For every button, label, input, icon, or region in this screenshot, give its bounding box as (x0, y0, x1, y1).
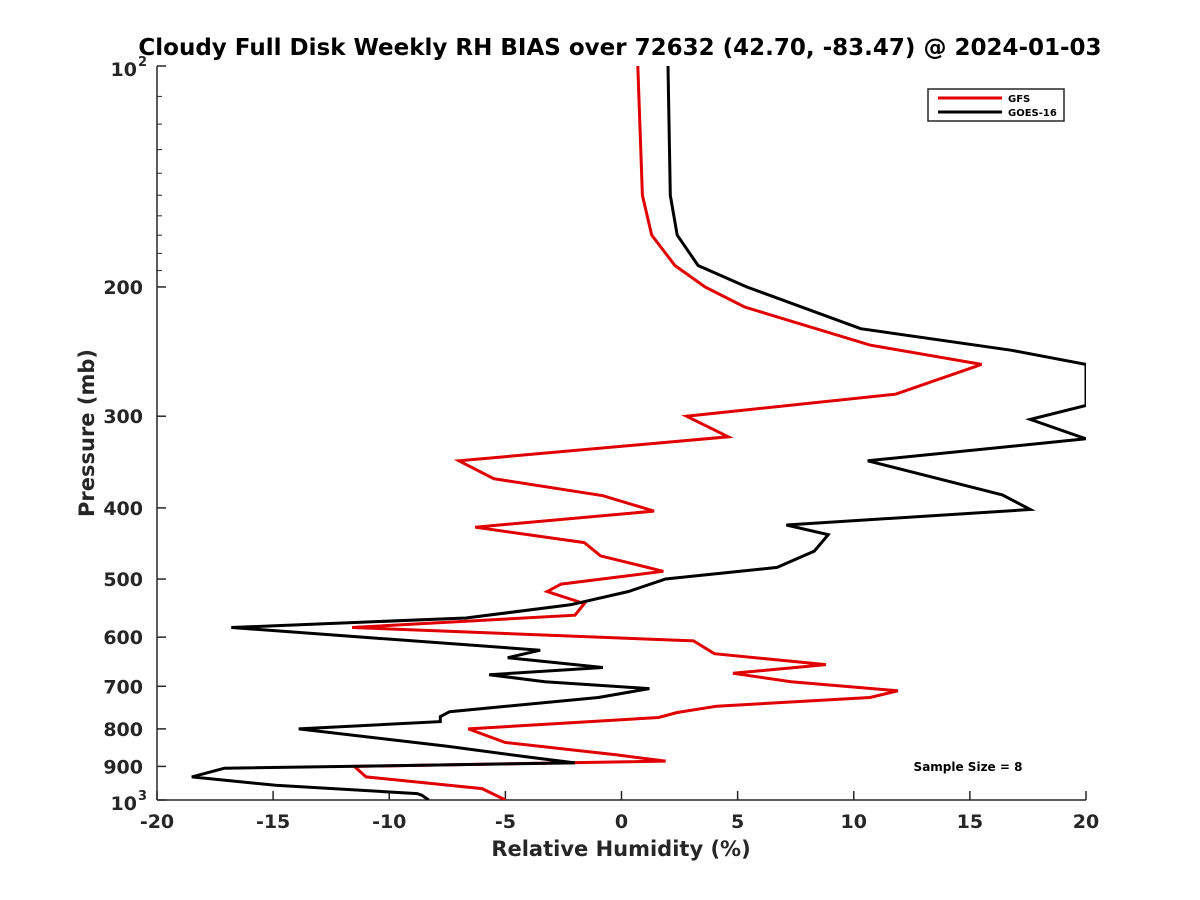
x-tick-label: 5 (731, 811, 744, 833)
x-tick-label: 15 (957, 811, 983, 833)
y-tick-label: 900 (103, 756, 143, 778)
y-tick-label: 10 (111, 793, 137, 815)
y-tick-label: 10 (111, 59, 137, 81)
y-axis-label: Pressure (mb) (75, 349, 99, 517)
y-tick-label: 400 (103, 498, 143, 520)
y-tick-exponent: 3 (138, 789, 147, 804)
x-axis: -20 -15 -10 -5 0 5 10 15 20 (140, 791, 1099, 833)
y-tick-label: 200 (103, 277, 143, 299)
series-line-goes-16 (191, 66, 1086, 800)
sample-size-annotation: Sample Size = 8 (914, 760, 1023, 774)
x-tick-label: 10 (841, 811, 867, 833)
legend-label: GFS (1008, 94, 1030, 105)
y-tick-label: 600 (103, 627, 143, 649)
series-layer (191, 66, 1086, 800)
chart-title: Cloudy Full Disk Weekly RH BIAS over 726… (138, 35, 1101, 61)
legend-label: GOES-16 (1008, 108, 1057, 119)
legend: GFS GOES-16 (927, 88, 1065, 122)
y-tick-label: 800 (103, 719, 143, 741)
x-tick-label: -10 (372, 811, 406, 833)
x-tick-label: -15 (256, 811, 290, 833)
y-tick-label: 300 (103, 406, 143, 428)
y-tick-label: 700 (103, 676, 143, 698)
x-axis-label: Relative Humidity (%) (491, 837, 750, 861)
y-tick-exponent: 2 (138, 55, 147, 70)
series-line-gfs (350, 66, 982, 800)
x-tick-label: -5 (495, 811, 516, 833)
x-tick-label: 20 (1073, 811, 1099, 833)
x-tick-label: 0 (615, 811, 628, 833)
x-tick-label: -20 (140, 811, 174, 833)
y-tick-label: 500 (103, 569, 143, 591)
legend-box (927, 88, 1065, 122)
